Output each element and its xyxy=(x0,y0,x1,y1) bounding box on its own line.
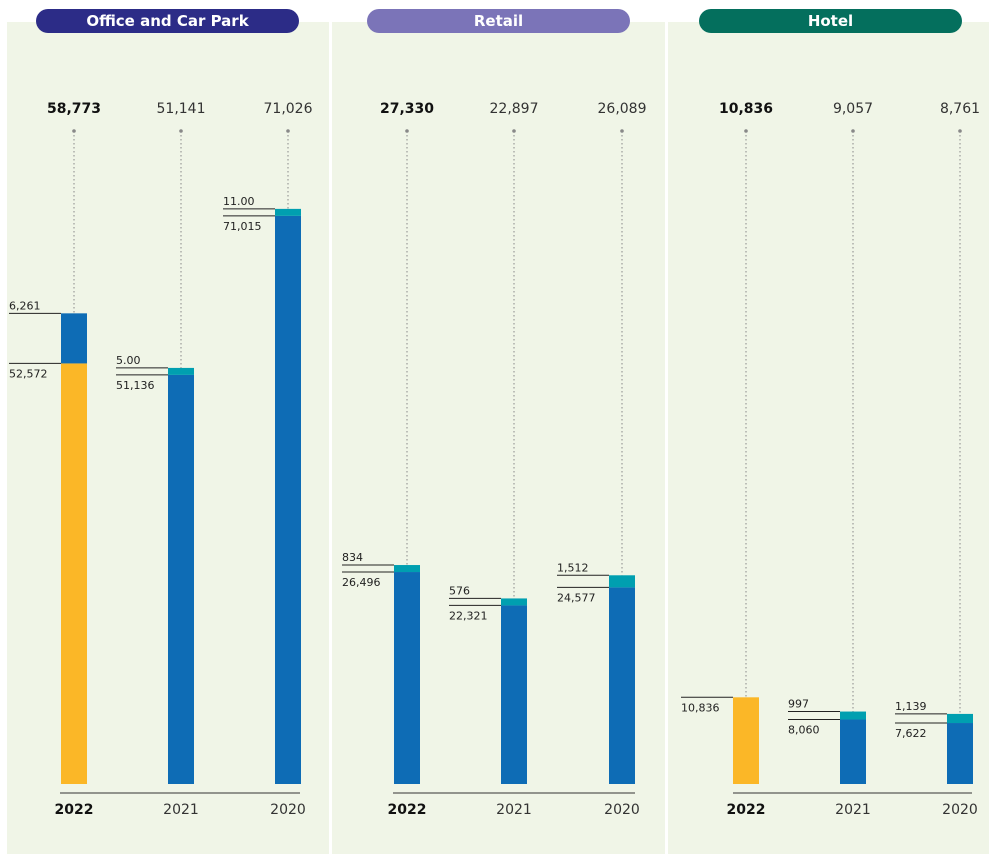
hotel-bar-secondary-2020 xyxy=(947,713,973,724)
office-bar-primary-2020 xyxy=(275,215,301,784)
office-primary-label-2020: 71,015 xyxy=(223,220,262,233)
retail-year-2021: 2021 xyxy=(496,802,532,818)
retail-bar-primary-2022 xyxy=(394,572,420,784)
hotel-primary-label-2020: 7,622 xyxy=(895,727,927,740)
retail-year-2022: 2022 xyxy=(388,802,427,818)
hotel-total-2021: 9,057 xyxy=(833,101,873,117)
retail-secondary-label-2020: 1,512 xyxy=(557,561,589,574)
office-secondary-label-2022: 6,261 xyxy=(9,299,41,312)
retail-bar-primary-2021 xyxy=(501,605,527,784)
hotel-primary-label-2022: 10,836 xyxy=(681,701,720,714)
office-total-2022: 58,773 xyxy=(47,101,101,117)
office-leader-dot-2021 xyxy=(179,129,183,133)
office-leader-dot-2020 xyxy=(286,129,290,133)
header-hotel: Hotel xyxy=(699,9,962,33)
office-primary-label-2022: 52,572 xyxy=(9,367,48,380)
hotel-leader-dot-2020 xyxy=(958,129,962,133)
office-year-2022: 2022 xyxy=(55,802,94,818)
office-total-2020: 71,026 xyxy=(264,101,313,117)
hotel-year-2020: 2020 xyxy=(942,802,978,818)
hotel-secondary-label-2020: 1,139 xyxy=(895,700,927,713)
hotel-bar-secondary-2021 xyxy=(840,711,866,720)
office-secondary-label-2020: 11.00 xyxy=(223,195,255,208)
retail-year-2020: 2020 xyxy=(604,802,640,818)
retail-leader-dot-2020 xyxy=(620,129,624,133)
office-bar-primary-2022 xyxy=(61,363,87,784)
hotel-bar-primary-2022 xyxy=(733,697,759,784)
hotel-bar-primary-2020 xyxy=(947,723,973,784)
retail-secondary-label-2021: 576 xyxy=(449,584,470,597)
retail-bar-secondary-2020 xyxy=(609,575,635,588)
office-year-2020: 2020 xyxy=(270,802,306,818)
retail-bar-secondary-2022 xyxy=(394,565,420,573)
retail-primary-label-2022: 26,496 xyxy=(342,576,381,589)
office-bar-secondary-2020 xyxy=(275,208,301,216)
retail-total-2020: 26,089 xyxy=(598,101,647,117)
office-secondary-label-2021: 5.00 xyxy=(116,354,141,367)
retail-bar-secondary-2021 xyxy=(501,598,527,606)
office-bar-primary-2021 xyxy=(168,374,194,784)
retail-bar-primary-2020 xyxy=(609,587,635,784)
retail-total-2021: 22,897 xyxy=(490,101,539,117)
hotel-year-2021: 2021 xyxy=(835,802,871,818)
office-bar-secondary-2022 xyxy=(61,313,87,364)
retail-total-2022: 27,330 xyxy=(380,101,434,117)
hotel-leader-dot-2021 xyxy=(851,129,855,133)
header-office: Office and Car Park xyxy=(36,9,299,33)
hotel-year-2022: 2022 xyxy=(727,802,766,818)
hotel-primary-label-2021: 8,060 xyxy=(788,724,820,737)
retail-primary-label-2020: 24,577 xyxy=(557,591,596,604)
office-year-2021: 2021 xyxy=(163,802,199,818)
panel-hotel xyxy=(668,22,989,854)
hotel-total-2022: 10,836 xyxy=(719,101,773,117)
retail-leader-dot-2022 xyxy=(405,129,409,133)
office-primary-label-2021: 51,136 xyxy=(116,379,155,392)
hotel-leader-dot-2022 xyxy=(744,129,748,133)
office-total-2021: 51,141 xyxy=(157,101,206,117)
header-retail: Retail xyxy=(367,9,630,33)
office-leader-dot-2022 xyxy=(72,129,76,133)
hotel-bar-primary-2021 xyxy=(840,719,866,784)
retail-secondary-label-2022: 834 xyxy=(342,551,363,564)
retail-leader-dot-2021 xyxy=(512,129,516,133)
office-bar-secondary-2021 xyxy=(168,367,194,375)
hotel-secondary-label-2021: 997 xyxy=(788,698,809,711)
retail-primary-label-2021: 22,321 xyxy=(449,609,488,622)
hotel-total-2020: 8,761 xyxy=(940,101,980,117)
